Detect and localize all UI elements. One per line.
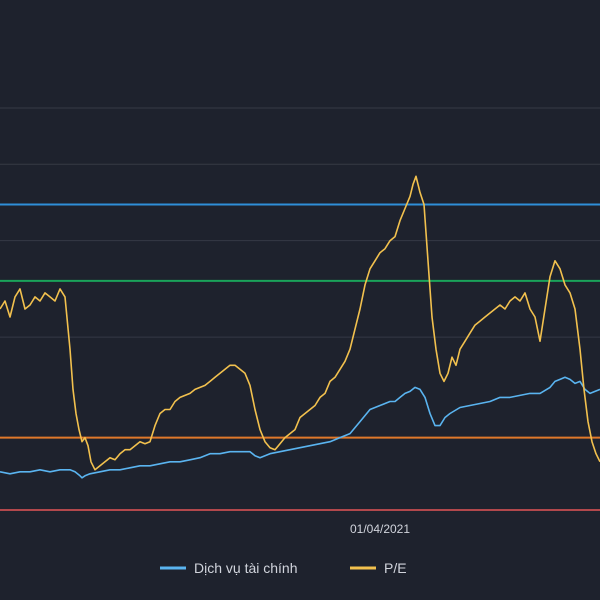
legend-label-0: Dịch vụ tài chính bbox=[194, 560, 298, 576]
series-line-pe bbox=[0, 175, 600, 471]
legend-item-1[interactable]: P/E bbox=[350, 560, 407, 576]
x-axis-ticks: 01/04/2021 bbox=[350, 522, 410, 536]
legend-label-1: P/E bbox=[384, 560, 407, 576]
series-lines bbox=[0, 175, 600, 479]
x-tick-label-0: 01/04/2021 bbox=[350, 522, 410, 536]
reference-lines bbox=[0, 203, 600, 511]
legend-item-0[interactable]: Dịch vụ tài chính bbox=[160, 560, 298, 576]
series-line-dich-vu-tai-chinh bbox=[0, 376, 600, 479]
legend[interactable]: Dịch vụ tài chính P/E bbox=[160, 560, 407, 576]
